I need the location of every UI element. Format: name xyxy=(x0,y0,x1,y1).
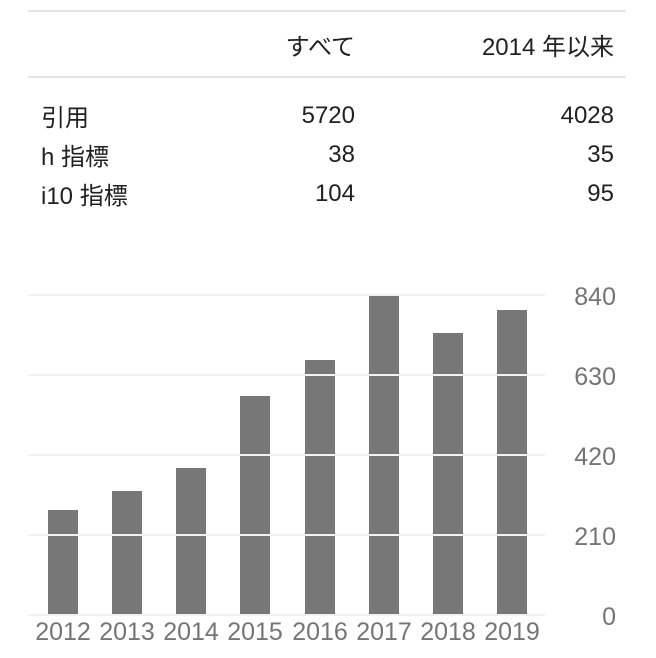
bar-2015[interactable] xyxy=(240,396,271,615)
x-axis-tick-2012: 2012 xyxy=(35,618,91,646)
x-axis-tick-2016: 2016 xyxy=(292,618,348,646)
citations-all-value: 5720 xyxy=(301,101,355,129)
stats-header-since: 2014 年以来 xyxy=(481,33,614,61)
table-row-h-index: h 指標 38 35 xyxy=(28,135,626,174)
gridline-210 xyxy=(28,534,545,536)
bar-2019[interactable] xyxy=(496,310,527,615)
stats-header-all: すべて xyxy=(285,33,355,61)
bar-2016[interactable] xyxy=(304,359,335,615)
x-axis-tick-2019: 2019 xyxy=(484,618,540,646)
y-axis-tick-210: 210 xyxy=(574,523,616,551)
bar-2018[interactable] xyxy=(432,333,463,615)
gridline-0 xyxy=(28,614,545,616)
h-index-since-value: 35 xyxy=(587,140,614,168)
gridline-840 xyxy=(28,294,545,296)
stats-body: 引用 5720 4028 h 指標 38 35 i10 指標 104 95 xyxy=(28,78,626,213)
y-axis-tick-630: 630 xyxy=(574,363,616,391)
gridline-420 xyxy=(28,454,545,456)
x-axis-tick-2013: 2013 xyxy=(99,618,155,646)
table-row-citations: 引用 5720 4028 xyxy=(28,96,626,135)
bar-2013[interactable] xyxy=(112,491,143,615)
gridline-630 xyxy=(28,374,545,376)
y-axis-tick-840: 840 xyxy=(574,283,616,311)
stats-header-row: すべて 2014 年以来 xyxy=(28,10,626,78)
citations-bar-chart xyxy=(28,294,545,616)
h-index-all-value: 38 xyxy=(328,140,355,168)
i10-index-all-value: 104 xyxy=(314,179,355,207)
x-axis-tick-2017: 2017 xyxy=(356,618,412,646)
x-axis-tick-2018: 2018 xyxy=(420,618,476,646)
table-row-i10-index: i10 指標 104 95 xyxy=(28,174,626,213)
h-index-label: h 指標 xyxy=(41,144,110,171)
bar-2012[interactable] xyxy=(48,510,78,615)
y-axis-tick-0: 0 xyxy=(602,603,616,631)
x-axis-tick-2014: 2014 xyxy=(163,618,219,646)
bar-2014[interactable] xyxy=(176,468,207,615)
citations-label: 引用 xyxy=(41,105,89,132)
i10-index-label: i10 指標 xyxy=(41,183,128,210)
x-axis-tick-2015: 2015 xyxy=(227,618,283,646)
y-axis-tick-420: 420 xyxy=(574,443,616,471)
i10-index-since-value: 95 xyxy=(587,179,614,207)
citations-since-value: 4028 xyxy=(560,101,614,129)
citation-stats-table: すべて 2014 年以来 引用 5720 4028 h 指標 38 35 i10… xyxy=(28,10,626,213)
